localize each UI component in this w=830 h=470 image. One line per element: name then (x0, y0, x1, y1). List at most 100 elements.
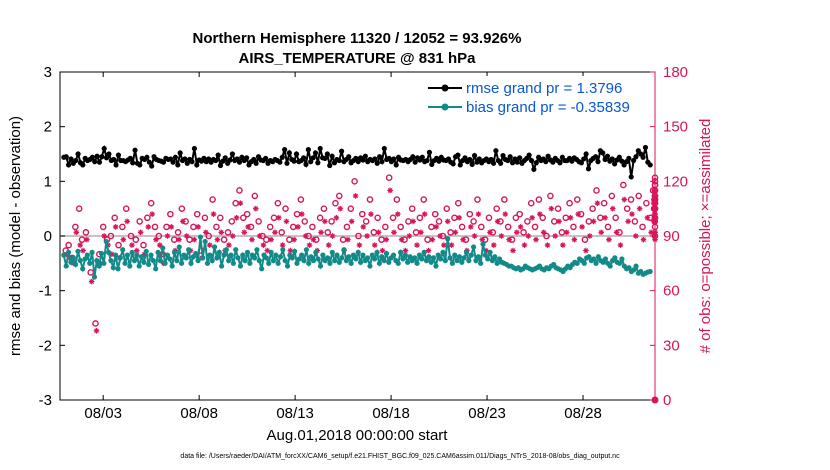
obs-possible-point (266, 223, 274, 231)
rmse-point (282, 147, 288, 153)
obs-assimilated-point (425, 247, 432, 254)
legend-box (424, 76, 652, 116)
obs-assimilated-point (229, 233, 236, 239)
bias-point (136, 263, 142, 269)
bias-point (329, 249, 335, 255)
rmse-point (611, 161, 618, 167)
rmse-point (127, 155, 133, 161)
obs-assimilated-point (176, 236, 182, 243)
bias-point (273, 252, 279, 258)
bias-point (82, 256, 88, 262)
obs-assimilated-point (579, 224, 585, 230)
rmse-point (410, 154, 416, 160)
obs-possible-point (236, 187, 243, 194)
rmse-point (640, 154, 646, 160)
obs-assimilated-point (191, 236, 198, 243)
rmse-point (619, 158, 625, 164)
obs-possible-point (228, 218, 236, 225)
rmse-point (498, 160, 504, 166)
bias-point (108, 258, 114, 264)
x-tick-label: 08/18 (372, 405, 410, 422)
bias-point (289, 255, 295, 261)
obs-assimilated-point (510, 247, 516, 254)
bias-point (183, 255, 189, 261)
bias-point (228, 252, 234, 258)
obs-assimilated-point (276, 214, 282, 221)
obs-assimilated-point (383, 236, 390, 243)
rmse-point (509, 160, 516, 166)
bias-point (317, 263, 324, 269)
bias-point (292, 248, 298, 254)
obs-assimilated-point (471, 233, 478, 239)
bias-point (593, 260, 599, 266)
bias-point (414, 260, 420, 266)
obs-possible-point (501, 196, 508, 203)
rmse-point (96, 159, 103, 165)
obs-assimilated-point (460, 236, 466, 243)
bias-point (214, 255, 220, 261)
obs-possible-point (547, 192, 554, 200)
rmse-point (177, 150, 183, 156)
legend: rmse grand pr = 1.3796 bias grand pr = -… (424, 76, 652, 116)
obs-assimilated-point (475, 211, 482, 217)
rmse-point (222, 155, 228, 161)
obs-possible-point (627, 196, 635, 203)
obs-assimilated-point (544, 242, 551, 248)
rmse-point (170, 159, 176, 165)
bias-point (308, 254, 314, 260)
bias-point (454, 258, 460, 264)
bias-point (150, 258, 156, 264)
obs-possible-point (297, 196, 305, 203)
obs-assimilated-point (364, 233, 370, 239)
bias-point (223, 247, 229, 253)
obs-assimilated-point (418, 229, 424, 236)
rmse-point (616, 154, 622, 160)
obs-possible-point (155, 232, 163, 240)
rmse-point (528, 157, 535, 164)
obs-possible-point (351, 178, 358, 185)
bias-point (468, 252, 474, 258)
bias-point (647, 268, 653, 275)
obs-possible-point (320, 205, 328, 212)
y-right-tick-label: 150 (663, 119, 688, 136)
bias-point (301, 258, 307, 264)
obs-possible-point (347, 205, 355, 212)
rmse-point (115, 152, 122, 158)
bias-point (461, 255, 467, 261)
bias-point (374, 249, 380, 255)
rmse-point (101, 145, 107, 152)
obs-assimilated-point (640, 236, 647, 243)
obs-assimilated-point (594, 200, 601, 206)
rmse-point (144, 154, 150, 160)
obs-possible-point (604, 223, 612, 231)
chart-title: Northern Hemisphere 11320 / 12052 = 93.9… (193, 30, 522, 47)
obs-assimilated-point (252, 205, 259, 212)
obs-possible-point (643, 199, 650, 207)
obs-assimilated-point (124, 218, 130, 225)
rmse-point (381, 145, 387, 152)
obs-assimilated-point (479, 236, 486, 243)
obs-possible-point (201, 214, 209, 222)
rmse-point (317, 145, 323, 152)
bias-point (478, 260, 484, 266)
bias-point (595, 254, 601, 260)
obs-assimilated-point (318, 229, 324, 236)
obs-assimilated-point (433, 224, 439, 230)
obs-assimilated-point (444, 218, 451, 225)
bias-point (348, 260, 354, 266)
obs-possible-point (144, 214, 151, 222)
obs-possible-point (111, 214, 119, 222)
bias-point (174, 258, 180, 264)
obs-possible-point (167, 210, 174, 218)
bias-point (320, 252, 326, 258)
rmse-point (315, 160, 321, 166)
obs-possible-point (573, 196, 581, 203)
bias-point (270, 258, 277, 264)
rmse-point (244, 155, 250, 161)
bias-point (68, 259, 74, 265)
obs-assimilated-point (168, 224, 175, 230)
bias-point (89, 249, 95, 255)
obs-possible-point (608, 192, 616, 200)
obs-assimilated-point (356, 242, 363, 248)
rmse-point (293, 151, 300, 157)
